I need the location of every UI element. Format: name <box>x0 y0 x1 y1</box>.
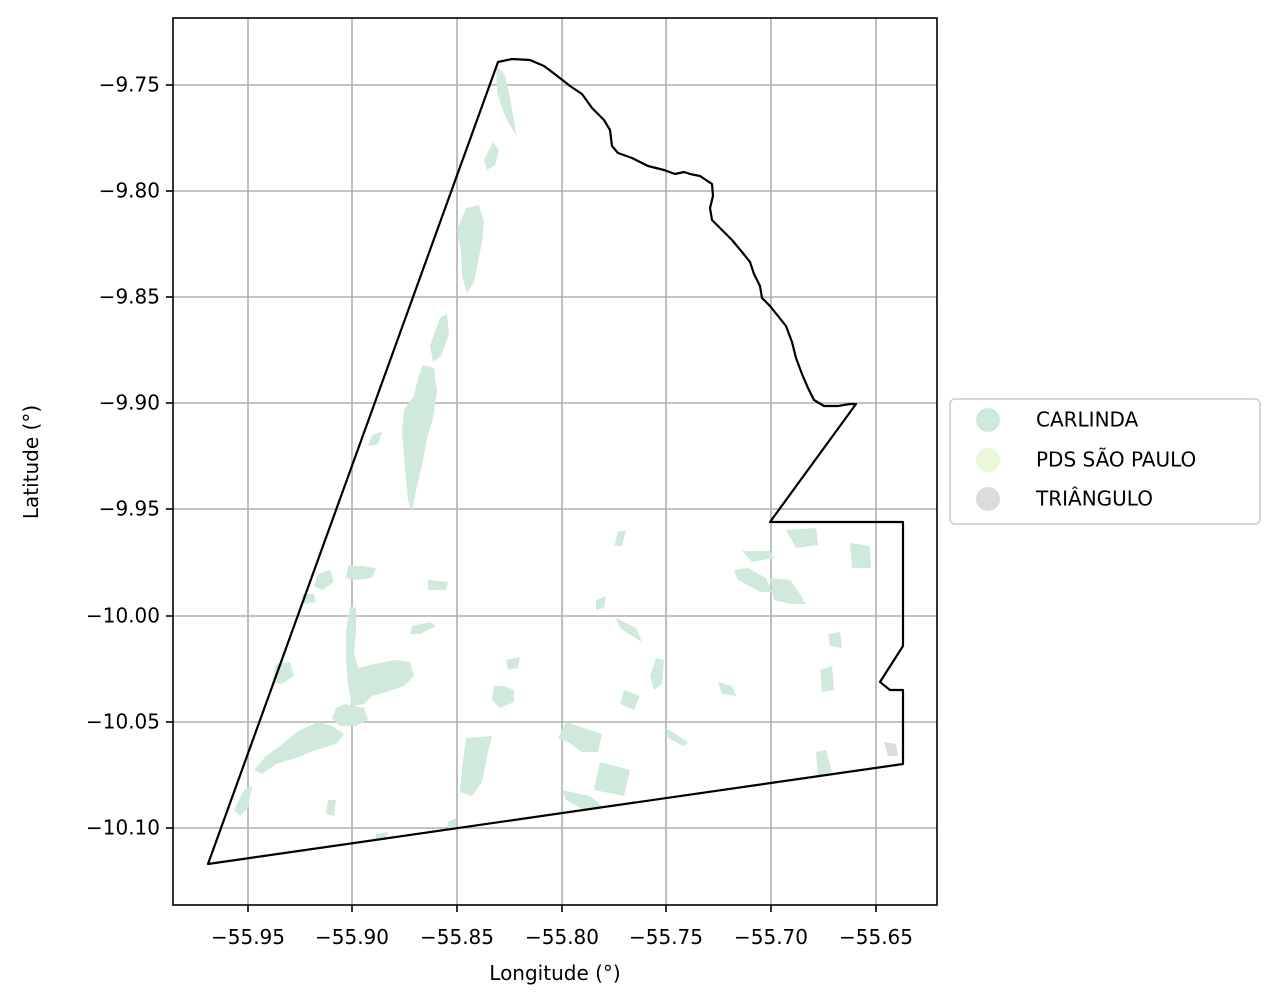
x-tick-label: −55.65 <box>839 925 913 949</box>
carlinda-patch <box>718 682 736 696</box>
y-axis-label: Latitude (°) <box>19 405 43 519</box>
carlinda-patch <box>457 205 484 293</box>
carlinda-patch <box>650 658 664 690</box>
y-tick-label: −10.00 <box>86 604 160 628</box>
carlinda-patch <box>314 570 334 590</box>
y-tick-label: −9.95 <box>99 497 160 521</box>
carlinda-patch <box>346 566 376 580</box>
y-tick-label: −10.05 <box>86 710 160 734</box>
carlinda-patch <box>558 722 602 752</box>
x-tick-label: −55.70 <box>734 925 808 949</box>
x-tick-label: −55.90 <box>315 925 389 949</box>
x-tick-label: −55.95 <box>211 925 285 949</box>
carlinda-patch <box>850 543 871 568</box>
carlinda-patch <box>562 790 602 810</box>
municipality-boundary <box>206 57 905 866</box>
carlinda-patch <box>332 704 368 726</box>
y-tick-label: −10.10 <box>86 816 160 840</box>
legend-marker-pds-sao-paulo <box>976 448 1000 472</box>
carlinda-patch <box>820 666 834 692</box>
carlinda-patch <box>666 728 688 746</box>
carlinda-patch <box>594 762 630 796</box>
carlinda-patch <box>234 786 252 816</box>
carlinda-patch <box>346 606 414 706</box>
legend: CARLINDA PDS SÃO PAULO TRIÂNGULO <box>949 398 1261 525</box>
carlinda-patch <box>460 736 492 796</box>
legend-box <box>949 398 1261 525</box>
carlinda-patch <box>402 365 437 512</box>
legend-label-carlinda: CARLINDA <box>1036 408 1139 432</box>
carlinda-patch <box>786 528 818 548</box>
carlinda-patch <box>484 142 499 170</box>
tick-marks <box>166 84 877 912</box>
carlinda-patch <box>506 657 520 670</box>
x-tick-label: −55.75 <box>629 925 703 949</box>
legend-label-triangulo: TRIÂNGULO <box>1035 487 1153 511</box>
carlinda-patch <box>770 578 806 604</box>
triangulo-patch <box>884 742 898 756</box>
carlinda-patch <box>816 750 832 776</box>
x-tick-label: −55.85 <box>420 925 494 949</box>
y-tick-label: −9.90 <box>99 391 160 415</box>
legend-marker-carlinda <box>976 408 1000 432</box>
carlinda-patch <box>616 618 642 642</box>
carlinda-patch <box>620 690 640 710</box>
y-tick-label: −9.85 <box>99 285 160 309</box>
carlinda-patch <box>734 568 772 592</box>
carlinda-patch <box>492 686 514 708</box>
carlinda-patch <box>368 432 382 446</box>
y-tick-label: −9.80 <box>99 179 160 203</box>
carlinda-patch <box>614 530 626 546</box>
carlinda-patch <box>272 662 294 684</box>
carlinda-patches <box>234 66 871 840</box>
x-axis-label: Longitude (°) <box>489 961 620 985</box>
carlinda-patch <box>410 622 436 634</box>
plot-frame <box>172 17 938 906</box>
carlinda-patch <box>828 632 842 648</box>
carlinda-patch <box>428 580 448 590</box>
carlinda-patch <box>596 596 606 610</box>
grid <box>173 18 937 905</box>
legend-label-pds-sao-paulo: PDS SÃO PAULO <box>1036 448 1196 472</box>
y-tick-label: −9.75 <box>99 73 160 97</box>
x-tick-label: −55.80 <box>525 925 599 949</box>
carlinda-patch <box>496 66 516 135</box>
carlinda-patch <box>448 818 456 830</box>
carlinda-patch <box>254 722 344 774</box>
carlinda-patch <box>742 551 774 562</box>
carlinda-patch <box>326 800 336 816</box>
carlinda-patch <box>430 314 449 362</box>
legend-marker-triangulo <box>976 487 1000 511</box>
